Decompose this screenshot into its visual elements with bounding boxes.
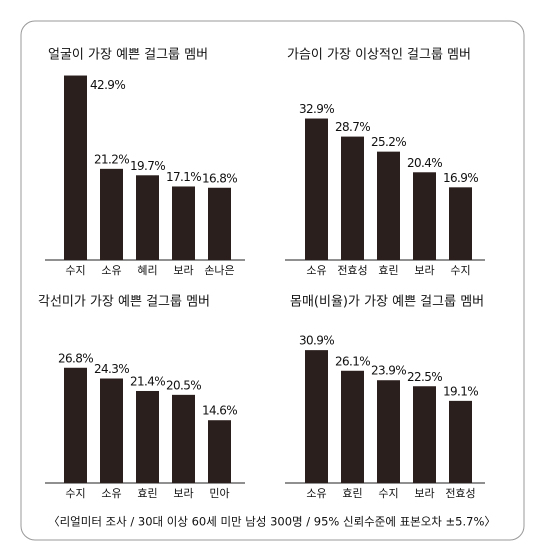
value-label: 23.9% (371, 364, 406, 378)
bar (341, 136, 364, 260)
bar (449, 187, 472, 260)
value-label: 20.5% (166, 378, 201, 392)
bar (208, 187, 231, 260)
footnote: 〈리얼미터 조사 / 30대 이상 60세 미만 남성 300명 / 95% 신… (48, 515, 496, 529)
chart-title: 얼굴이 가장 예쁜 걸그룹 멤버 (48, 48, 208, 63)
value-label: 28.7% (335, 120, 370, 134)
x-tick-label: 소유 (101, 264, 121, 277)
bar (136, 390, 159, 483)
x-tick-label: 보라 (173, 487, 193, 500)
value-label: 16.8% (202, 171, 237, 185)
bar (305, 350, 328, 483)
value-label: 22.5% (407, 370, 442, 384)
bar (341, 370, 364, 483)
x-tick-label: 수지 (65, 487, 85, 500)
x-tick-label: 수지 (378, 487, 398, 500)
chart-title: 각선미가 가장 예쁜 걸그룹 멤버 (38, 295, 210, 310)
x-tick-label: 손나은 (204, 264, 234, 277)
bar (377, 380, 400, 483)
value-label: 30.9% (299, 334, 334, 348)
bar (413, 386, 436, 483)
chart-title: 몸매(비율)가 가장 예쁜 걸그룹 멤버 (290, 295, 484, 310)
value-label: 42.9% (90, 78, 125, 92)
chart-title: 가슴이 가장 이상적인 걸그룹 멤버 (287, 48, 471, 63)
bar (64, 75, 87, 260)
value-label: 16.9% (443, 171, 478, 185)
value-label: 14.6% (202, 404, 237, 418)
value-label: 19.7% (130, 159, 165, 173)
x-tick-label: 소유 (306, 264, 326, 277)
frame (20, 20, 525, 541)
x-tick-label: 소유 (101, 487, 121, 500)
x-tick-label: 민아 (209, 487, 229, 500)
x-tick-label: 전효성 (337, 264, 367, 277)
x-tick-label: 효린 (137, 487, 157, 500)
value-label: 21.4% (130, 374, 165, 388)
x-tick-label: 수지 (65, 264, 85, 277)
bar (100, 378, 123, 483)
bar (377, 151, 400, 260)
value-label: 26.8% (58, 351, 93, 365)
x-tick-label: 수지 (450, 264, 470, 277)
value-label: 26.1% (335, 354, 370, 368)
value-label: 20.4% (407, 156, 442, 170)
bar (208, 420, 231, 483)
value-label: 24.3% (94, 362, 129, 376)
value-label: 19.1% (443, 384, 478, 398)
x-tick-label: 소유 (306, 487, 326, 500)
x-tick-label: 효린 (378, 264, 398, 277)
bar (172, 186, 195, 260)
bar (100, 168, 123, 260)
value-label: 21.2% (94, 152, 129, 166)
bar (172, 394, 195, 483)
x-tick-label: 보라 (414, 487, 434, 500)
x-tick-label: 혜리 (137, 264, 157, 277)
bar (413, 172, 436, 260)
x-tick-label: 효린 (342, 487, 362, 500)
bar (305, 118, 328, 260)
bar (64, 367, 87, 483)
value-label: 32.9% (299, 102, 334, 116)
x-tick-label: 보라 (414, 264, 434, 277)
value-label: 25.2% (371, 135, 406, 149)
bar (136, 175, 159, 260)
value-label: 17.1% (166, 170, 201, 184)
x-tick-label: 보라 (173, 264, 193, 277)
bar (449, 400, 472, 483)
x-tick-label: 전효성 (445, 487, 475, 500)
